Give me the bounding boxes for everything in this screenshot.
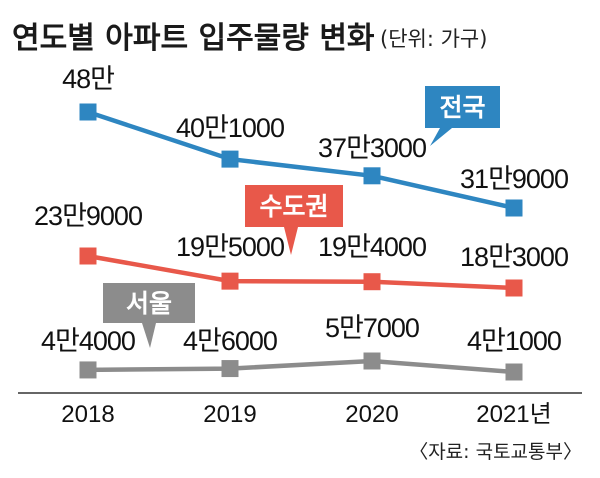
tag-pointer	[284, 227, 298, 255]
data-label: 48만	[62, 64, 114, 94]
series-line	[87, 253, 515, 291]
data-point	[363, 352, 381, 370]
data-label: 4만1000	[467, 326, 561, 356]
data-label: 19만4000	[318, 232, 426, 262]
tag-box	[103, 283, 195, 323]
series-name: 수도권	[259, 192, 328, 221]
series-name-tag: 전국	[425, 86, 500, 146]
data-label: 4만6000	[183, 326, 277, 356]
data-label: 37만3000	[318, 133, 426, 163]
series-name: 서울	[126, 289, 172, 318]
data-label: 31만9000	[460, 164, 568, 194]
data-point	[221, 272, 239, 290]
series-2: 4만4000 4만6000 5만7000 4만1000 서울	[41, 283, 562, 381]
x-axis-ticks: 2018 2019 2020 2021년	[61, 401, 551, 428]
series-line	[87, 109, 515, 211]
source-label: 〈자료: 국토교통부〉	[409, 441, 582, 463]
data-label: 40만1000	[176, 113, 284, 143]
data-point	[505, 279, 523, 297]
x-tick-label: 2018	[61, 401, 114, 428]
data-label: 4만4000	[41, 326, 135, 356]
data-point	[79, 361, 97, 379]
tag-pointer	[430, 128, 452, 146]
data-point	[79, 247, 97, 265]
series-1: 23만9000 19만5000 19만4000 18만3000 수도권	[34, 185, 569, 297]
data-label: 19만5000	[176, 232, 284, 262]
data-point	[79, 103, 97, 121]
tag-box	[425, 86, 500, 128]
tag-box	[245, 185, 343, 227]
unit-label: (단위: 가구)	[380, 27, 487, 51]
data-label: 23만9000	[34, 201, 142, 231]
data-point	[363, 273, 381, 291]
series-name-tag: 수도권	[245, 185, 343, 255]
data-label: 18만3000	[460, 242, 568, 272]
tag-pointer	[142, 323, 156, 348]
data-point	[505, 363, 523, 381]
chart-title: 연도별 아파트 입주물량 변화	[12, 21, 375, 56]
x-tick-label: 2020	[345, 401, 398, 428]
series-group: 48만 40만1000 37만3000 31만9000 전국 23만9000 19만5000…	[34, 64, 569, 381]
data-point	[221, 150, 239, 168]
data-label: 5만7000	[325, 313, 419, 343]
x-tick-label: 2021년	[476, 401, 551, 428]
series-0: 48만 40만1000 37만3000 31만9000 전국	[62, 64, 569, 217]
data-point	[505, 199, 523, 217]
x-tick-label: 2019	[203, 401, 256, 428]
data-point	[363, 167, 381, 185]
series-name-tag: 서울	[103, 283, 195, 348]
series-line	[87, 358, 515, 375]
series-name: 전국	[439, 93, 485, 122]
data-point	[221, 360, 239, 378]
